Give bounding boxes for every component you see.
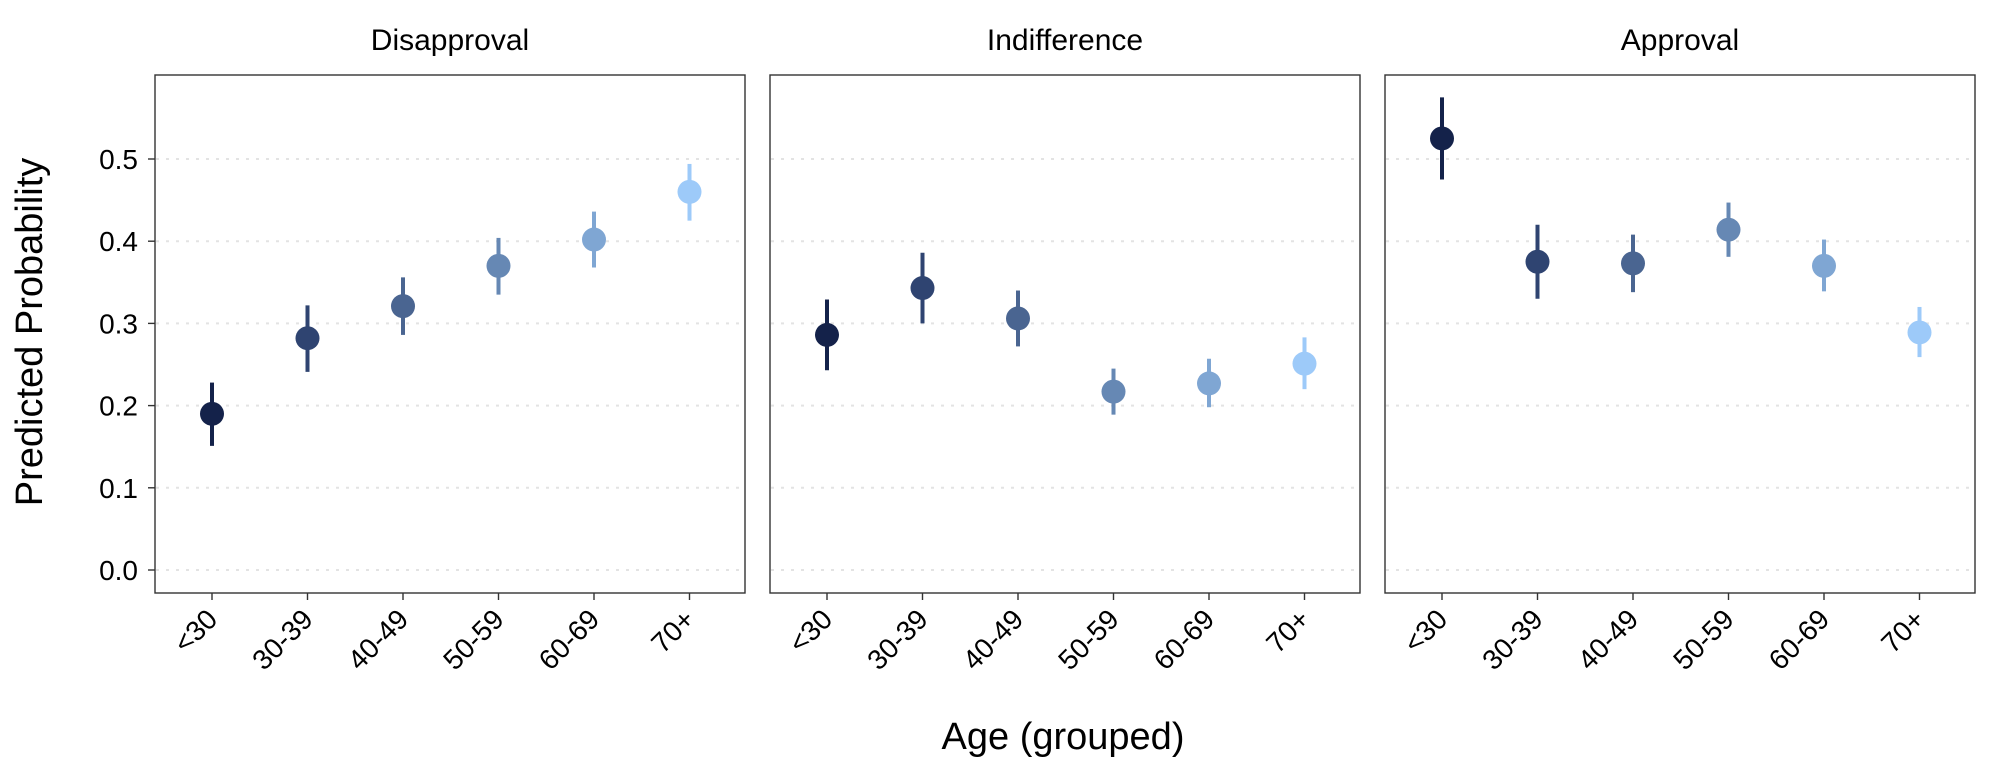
facet-panel-1: Indifference <30 30-39 40-49 50-59 60-69 70+ xyxy=(769,24,1361,676)
facet-panel-0: Disapproval <30 30-39 40-49 50-59 60-69 70+ xyxy=(154,24,746,676)
x-tick-label: <30 xyxy=(1398,603,1454,659)
x-tick-label: 60-69 xyxy=(533,603,606,676)
x-axis-title: Age (grouped) xyxy=(942,716,1185,758)
y-tick-label: 0.3 xyxy=(99,308,138,339)
panel-frame xyxy=(154,74,746,594)
data-point xyxy=(1812,253,1836,278)
x-tick-label: 40-49 xyxy=(1572,603,1645,676)
x-tick-label: 50-59 xyxy=(437,603,510,676)
y-tick-label: 0.5 xyxy=(99,144,138,175)
data-point xyxy=(295,326,320,351)
y-tick-label: 0.2 xyxy=(99,391,138,422)
facet-panel-2: Approval <30 30-39 40-49 50-59 60-69 70+ xyxy=(1384,24,1976,676)
data-point xyxy=(1907,320,1932,345)
x-tick-label: 70+ xyxy=(645,603,701,659)
data-point xyxy=(1716,217,1741,242)
x-tick-label: 30-39 xyxy=(246,603,319,676)
data-point xyxy=(815,322,839,347)
data-point xyxy=(1006,306,1030,331)
x-tick-label: 60-69 xyxy=(1763,603,1836,676)
y-tick-label: 0.4 xyxy=(99,226,138,257)
panel-frame xyxy=(769,74,1361,594)
x-tick-label: 70+ xyxy=(1260,603,1316,659)
y-tick-label: 0.1 xyxy=(99,473,138,504)
data-point xyxy=(1430,126,1454,151)
x-tick-label: 50-59 xyxy=(1052,603,1125,676)
facet-title: Approval xyxy=(1621,24,1739,57)
data-point xyxy=(582,227,606,252)
y-tick-label: 0.0 xyxy=(99,555,138,586)
data-point xyxy=(677,179,702,204)
data-point xyxy=(1621,251,1645,276)
x-tick-label: <30 xyxy=(168,603,224,659)
x-tick-label: 70+ xyxy=(1875,603,1931,659)
panel-frame xyxy=(1384,74,1976,594)
data-point xyxy=(391,294,415,319)
x-tick-label: 30-39 xyxy=(861,603,934,676)
y-axis-title: Predicted Probability xyxy=(9,158,51,507)
x-tick-label: <30 xyxy=(783,603,839,659)
x-tick-label: 40-49 xyxy=(957,603,1030,676)
data-point xyxy=(1525,249,1550,274)
facet-title: Indifference xyxy=(987,24,1143,57)
data-point xyxy=(1197,371,1221,396)
x-tick-label: 50-59 xyxy=(1667,603,1740,676)
data-point xyxy=(910,276,935,301)
data-point xyxy=(1292,351,1317,376)
y-axis: 0.0 0.1 0.2 0.3 0.4 0.5 xyxy=(99,144,155,586)
data-point xyxy=(1101,379,1126,404)
x-tick-label: 60-69 xyxy=(1148,603,1221,676)
facet-title: Disapproval xyxy=(371,24,529,57)
x-tick-label: 40-49 xyxy=(342,603,415,676)
data-point xyxy=(486,253,511,278)
x-tick-label: 30-39 xyxy=(1476,603,1549,676)
data-point xyxy=(200,401,224,426)
